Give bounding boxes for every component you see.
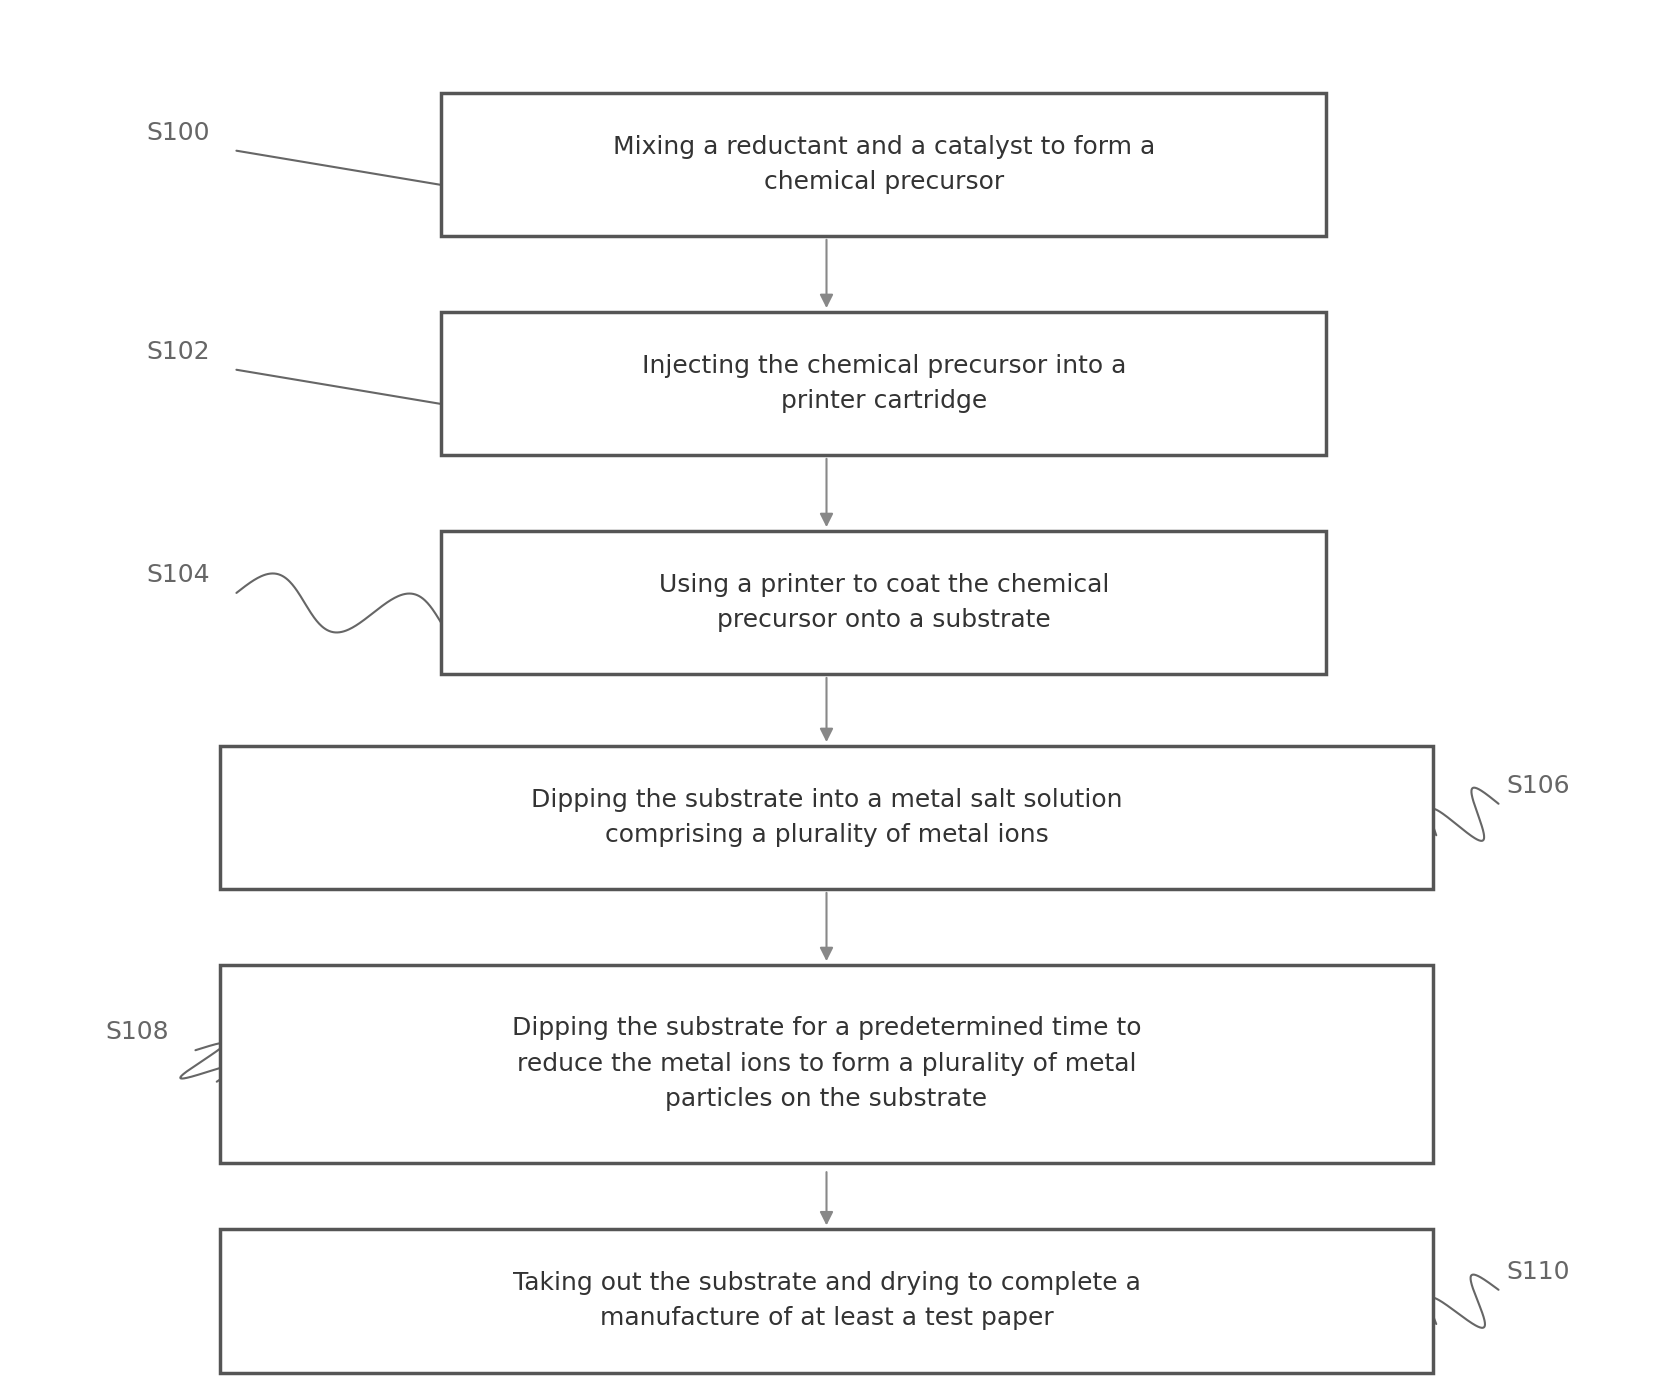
Text: Taking out the substrate and drying to complete a
manufacture of at least a test: Taking out the substrate and drying to c… xyxy=(512,1271,1141,1330)
Text: Dipping the substrate into a metal salt solution
comprising a plurality of metal: Dipping the substrate into a metal salt … xyxy=(531,788,1122,848)
FancyBboxPatch shape xyxy=(441,531,1326,675)
Text: Using a printer to coat the chemical
precursor onto a substrate: Using a printer to coat the chemical pre… xyxy=(658,573,1109,632)
Text: Dipping the substrate for a predetermined time to
reduce the metal ions to form : Dipping the substrate for a predetermine… xyxy=(512,1017,1141,1112)
Text: S102: S102 xyxy=(145,340,210,364)
Text: Injecting the chemical precursor into a
printer cartridge: Injecting the chemical precursor into a … xyxy=(641,354,1126,414)
FancyBboxPatch shape xyxy=(220,1229,1433,1373)
Text: S108: S108 xyxy=(106,1021,169,1044)
Text: S110: S110 xyxy=(1508,1260,1570,1283)
FancyBboxPatch shape xyxy=(441,311,1326,455)
Text: Mixing a reductant and a catalyst to form a
chemical precursor: Mixing a reductant and a catalyst to for… xyxy=(613,134,1155,194)
FancyBboxPatch shape xyxy=(220,745,1433,889)
Text: S104: S104 xyxy=(145,563,210,588)
Text: S106: S106 xyxy=(1508,774,1570,798)
Text: S100: S100 xyxy=(145,120,210,145)
FancyBboxPatch shape xyxy=(220,964,1433,1163)
FancyBboxPatch shape xyxy=(441,93,1326,236)
